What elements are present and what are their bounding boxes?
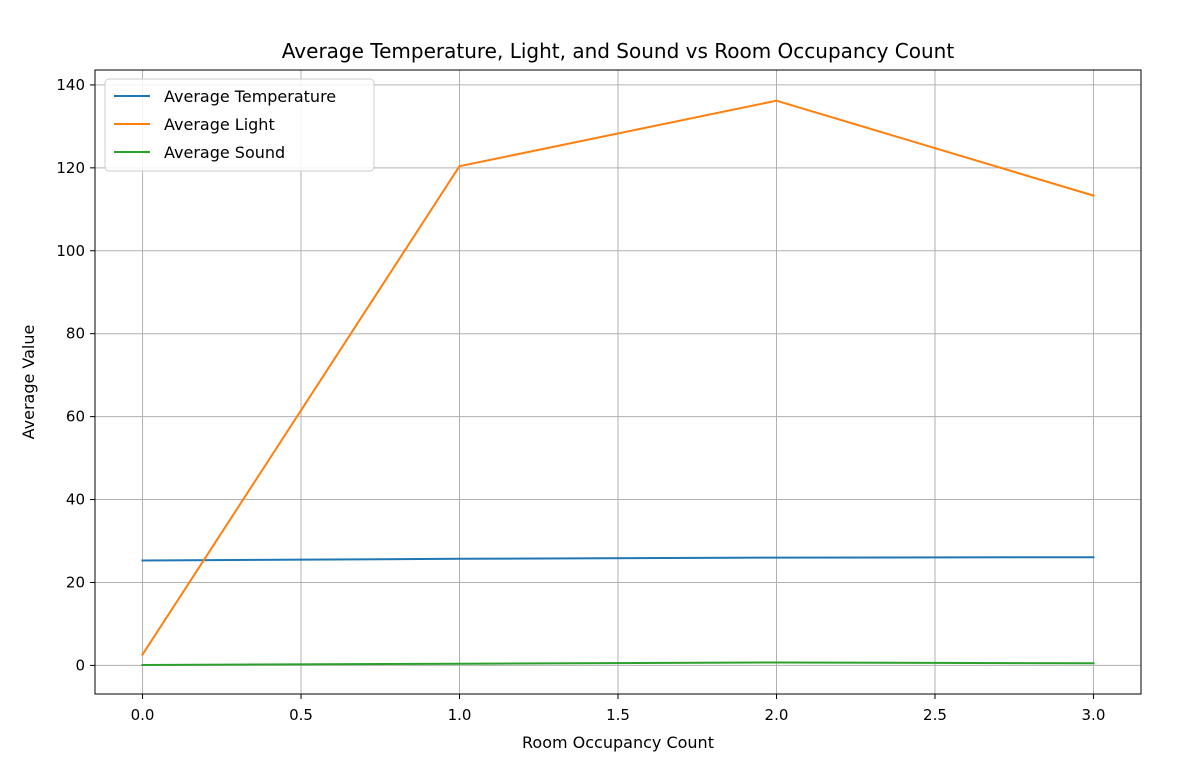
x-tick-label: 2.0 [765, 706, 789, 724]
y-axis-ticks: 0 20 40 60 80 100 120 140 [56, 76, 95, 674]
x-axis-ticks: 0.0 0.5 1.0 1.5 2.0 2.5 3.0 [131, 694, 1106, 724]
y-tick-label: 120 [56, 159, 85, 177]
legend: Average Temperature Average Light Average … [104, 78, 375, 172]
x-tick-label: 1.0 [448, 706, 472, 724]
y-tick-label: 60 [66, 408, 85, 426]
legend-label-average-light: Average Light [164, 115, 275, 134]
legend-label-average-temperature: Average Temperature [164, 87, 336, 106]
y-tick-label: 0 [75, 656, 85, 674]
x-tick-label: 0.0 [131, 706, 155, 724]
series-line-average-sound [141, 661, 1095, 667]
y-tick-label: 140 [56, 76, 85, 94]
legend-items: Average Temperature Average Light Average … [114, 87, 336, 162]
x-tick-label: 1.5 [606, 706, 630, 724]
series-line-average-temperature [141, 556, 1095, 562]
y-tick-label: 100 [56, 242, 85, 260]
legend-box [104, 78, 375, 172]
legend-label-average-sound: Average Sound [164, 143, 285, 162]
y-tick-label: 40 [66, 491, 85, 509]
x-tick-label: 3.0 [1082, 706, 1106, 724]
y-tick-label: 80 [66, 325, 85, 343]
x-axis-label: Room Occupancy Count [522, 733, 714, 752]
y-axis-label: Average Value [19, 325, 38, 440]
grid [95, 70, 1141, 694]
x-tick-label: 2.5 [923, 706, 947, 724]
series-line-average-light [141, 99, 1095, 656]
series-layer [141, 99, 1095, 667]
chart-title: Average Temperature, Light, and Sound vs… [282, 39, 955, 63]
y-tick-label: 20 [66, 573, 85, 591]
x-tick-label: 0.5 [289, 706, 313, 724]
